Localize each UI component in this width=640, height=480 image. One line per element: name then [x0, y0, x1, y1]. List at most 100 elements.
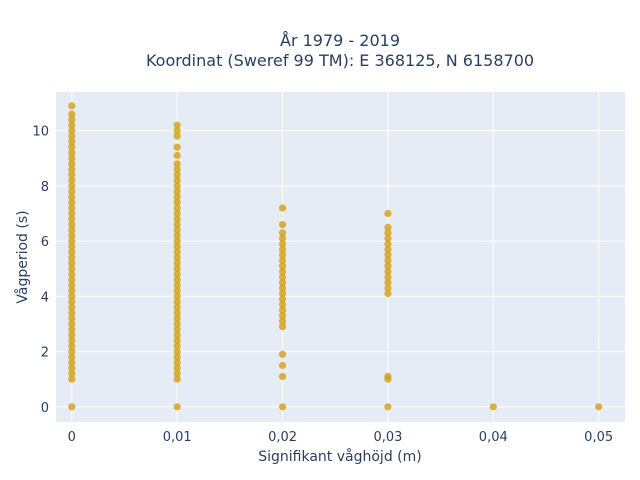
data-point [384, 284, 392, 292]
data-point [384, 234, 392, 242]
y-tick-label: 4 [41, 290, 49, 305]
data-point [68, 248, 76, 256]
data-point [68, 209, 76, 218]
data-point [278, 289, 287, 298]
data-point [384, 278, 392, 287]
data-point [68, 176, 76, 184]
data-point [173, 270, 181, 278]
data-point [173, 165, 181, 173]
data-point [173, 353, 181, 361]
data-point [173, 292, 181, 300]
data-point [173, 314, 181, 323]
data-point [173, 193, 181, 201]
data-point [384, 273, 392, 281]
data-point [278, 323, 287, 331]
data-point [68, 309, 76, 317]
data-point [68, 220, 76, 229]
data-point [68, 403, 76, 411]
data-point [278, 204, 287, 212]
data-point [173, 347, 181, 356]
data-point [68, 116, 76, 124]
data-point [278, 317, 287, 325]
y-axis-title: Vågperiod (s) [14, 210, 31, 303]
data-point [173, 320, 181, 328]
data-point [384, 209, 392, 218]
data-point [68, 331, 76, 339]
data-point [384, 245, 392, 254]
data-point [278, 361, 287, 369]
x-tick-labels: 0 0,01 0,02 0,03 0,04 0,05 [68, 430, 613, 445]
data-point [173, 265, 181, 273]
data-point [278, 229, 287, 237]
data-point [68, 287, 76, 295]
data-point [68, 325, 76, 334]
data-point [68, 231, 76, 240]
data-point [68, 138, 76, 146]
data-point [68, 370, 76, 378]
data-point [68, 314, 76, 323]
data-point [173, 151, 181, 160]
data-point [68, 110, 76, 118]
x-axis-title: Signifikant våghöjd (m) [258, 448, 421, 465]
data-point [278, 267, 287, 276]
data-point [384, 256, 392, 265]
data-point [68, 320, 76, 328]
data-point [68, 259, 76, 267]
x-tick-label: 0,02 [268, 430, 297, 445]
data-point [384, 240, 392, 248]
y-tick-labels: 0 2 4 6 8 10 [32, 125, 49, 416]
y-tick-label: 0 [41, 401, 49, 416]
data-point [68, 243, 76, 251]
data-point [173, 204, 181, 212]
data-point [173, 187, 181, 196]
data-point [384, 262, 392, 270]
data-point [68, 121, 76, 129]
data-point [173, 325, 181, 334]
data-point [173, 331, 181, 339]
data-point [68, 132, 76, 140]
data-point [173, 171, 181, 179]
data-point [68, 303, 76, 311]
data-point [173, 127, 181, 135]
y-tick-label: 6 [41, 235, 49, 250]
data-point [173, 132, 181, 140]
data-point [68, 265, 76, 273]
chart-title-line1: År 1979 - 2019 [280, 31, 400, 50]
data-point [68, 198, 76, 207]
data-point [278, 301, 287, 309]
data-point [173, 298, 181, 306]
data-point [278, 312, 287, 320]
data-point [489, 403, 497, 411]
data-point [68, 193, 76, 201]
data-point [173, 370, 181, 378]
data-point [68, 187, 76, 196]
data-point [68, 359, 76, 367]
data-point [278, 256, 287, 265]
data-point [68, 270, 76, 278]
y-tick-label: 10 [32, 125, 49, 140]
data-point [278, 273, 287, 281]
data-point [68, 364, 76, 372]
data-point [68, 160, 76, 168]
data-point [68, 298, 76, 306]
data-point [68, 127, 76, 135]
data-point [278, 306, 287, 314]
y-tick-label: 2 [41, 346, 49, 361]
data-point [173, 303, 181, 311]
data-point [173, 254, 181, 262]
data-point [173, 209, 181, 218]
data-point [278, 240, 287, 248]
data-point [173, 364, 181, 372]
data-point [278, 372, 287, 381]
data-point [68, 204, 76, 212]
chart-title-line2: Koordinat (Sweref 99 TM): E 368125, N 61… [146, 51, 534, 70]
data-point [173, 160, 181, 168]
x-tick-label: 0,04 [479, 430, 508, 445]
data-point [68, 336, 76, 345]
data-point [173, 359, 181, 367]
data-point [68, 171, 76, 179]
data-point [173, 287, 181, 295]
data-point [384, 289, 392, 298]
data-point [173, 121, 181, 129]
